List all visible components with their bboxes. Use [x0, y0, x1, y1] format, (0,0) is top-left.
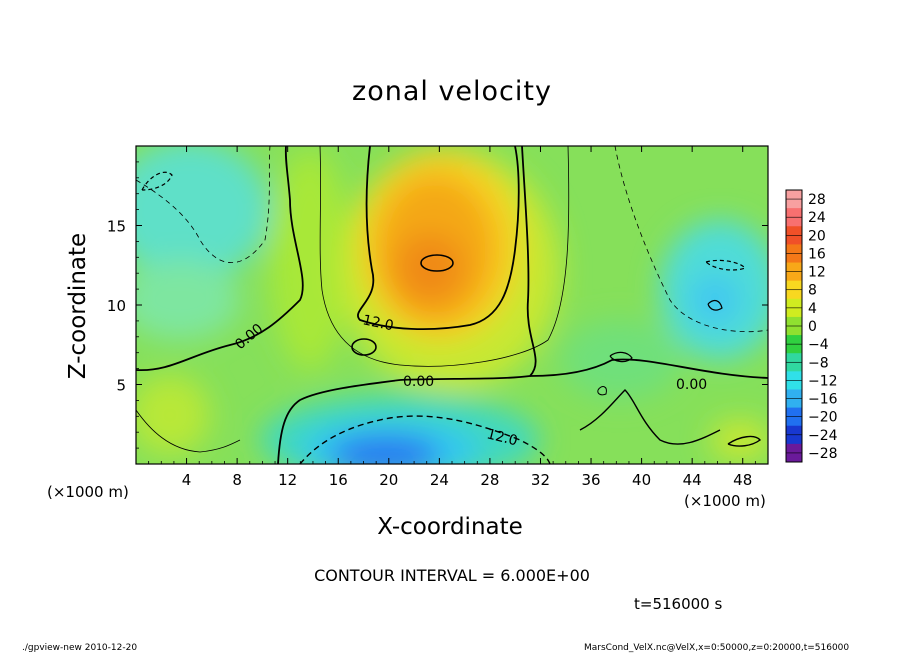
colorbar-label: 8: [808, 283, 817, 299]
colorbar-label: −20: [808, 410, 838, 426]
colorbar-label: 28: [808, 192, 826, 208]
x-tick-label: 48: [733, 471, 752, 489]
x-tick-label: 40: [632, 471, 651, 489]
contour-label-zero-center: 0.00: [403, 374, 434, 390]
colorbar-label: −24: [808, 428, 838, 444]
footer-left: ./gpview-new 2010-12-20: [22, 643, 138, 653]
colorbar: 28 24 20 16 12 8 4 0 −4 −8 −12 −16 −20 −24 −28: [785, 189, 838, 463]
y-tick-label: 5: [116, 377, 126, 395]
x-tick-label: 44: [683, 471, 702, 489]
colorbar-label: 16: [808, 246, 826, 262]
colorbar-label: −16: [808, 392, 838, 408]
x-unit-label-left: (×1000 m): [47, 483, 129, 501]
x-tick-label: 20: [379, 471, 398, 489]
colorbar-label: 20: [808, 228, 826, 244]
velocity-field: 12.0 0.00 0.00 0.00 12.0: [136, 146, 768, 464]
x-tick-label: 12: [278, 471, 297, 489]
contour-label-12-bottom: 12.0: [485, 426, 519, 449]
y-tick-label: 10: [107, 297, 126, 315]
x-tick-label: 16: [329, 471, 348, 489]
colorbar-label: −12: [808, 373, 838, 389]
contour-label-zero-right: 0.00: [676, 377, 707, 393]
x-tick-label: 32: [531, 471, 550, 489]
footer-right: MarsCond_VelX.nc@VelX,x=0:50000,z=0:2000…: [584, 643, 850, 653]
y-axis-ticks: 5 10 15: [107, 161, 768, 449]
colorbar-label: 4: [808, 301, 817, 317]
x-tick-label: 36: [581, 471, 600, 489]
colorbar-label: 0: [808, 319, 817, 335]
x-tick-label: 8: [232, 471, 242, 489]
colorbar-label: −8: [808, 355, 829, 371]
contour-label-12-top: 12.0: [361, 312, 395, 334]
chart-title: zonal velocity: [352, 76, 552, 107]
colorbar-label: 24: [808, 210, 826, 226]
x-axis-label: X-coordinate: [377, 514, 523, 540]
time-stamp: t=516000 s: [634, 595, 723, 613]
colorbar-label: −28: [808, 446, 838, 462]
x-tick-label: 4: [182, 471, 192, 489]
x-tick-label: 24: [430, 471, 449, 489]
colorbar-label: −4: [808, 337, 829, 353]
colorbar-label: 12: [808, 265, 826, 281]
x-unit-label-right: (×1000 m): [684, 492, 766, 510]
contour-interval-text: CONTOUR INTERVAL = 6.000E+00: [314, 566, 590, 585]
x-axis-ticks: 4 8 12 16 20 24 28 32 36 40 44 48: [148, 146, 756, 489]
y-tick-label: 15: [107, 218, 126, 236]
x-tick-label: 28: [480, 471, 499, 489]
